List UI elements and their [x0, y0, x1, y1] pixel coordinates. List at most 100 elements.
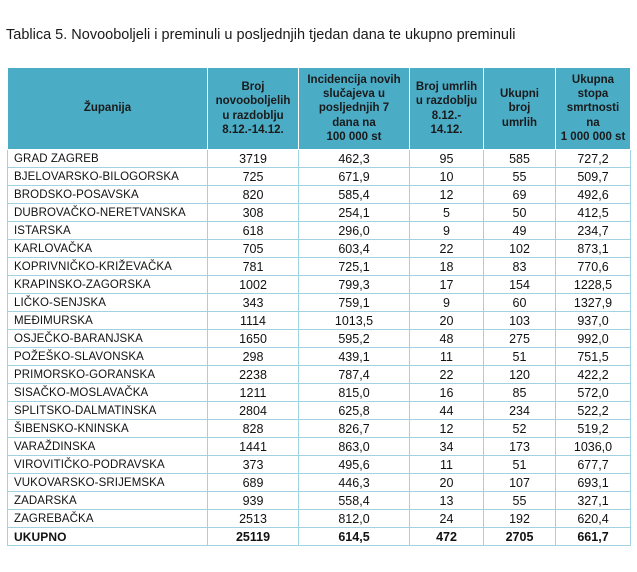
- incidence-cell: 585,4: [298, 185, 410, 204]
- mortality-cell: 873,1: [555, 239, 631, 258]
- incidence-cell: 603,4: [298, 239, 410, 258]
- incidence-cell: 725,1: [298, 257, 410, 276]
- table-row: VUKOVARSKO-SRIJEMSKA 689 446,3 20 107 693,1: [7, 473, 631, 492]
- table-row: MEĐIMURSKA 1114 1013,5 20 103 937,0: [7, 311, 631, 330]
- total-deaths-cell: 55: [483, 167, 556, 186]
- total-deaths-cell: 107: [483, 473, 556, 492]
- incidence-cell: 446,3: [298, 473, 410, 492]
- county-cell: KARLOVAČKA: [7, 239, 208, 258]
- total-deaths-cell: 154: [483, 275, 556, 294]
- deaths-period-cell: 13: [409, 491, 484, 510]
- incidence-cell: 1013,5: [298, 311, 410, 330]
- incidence-cell: 296,0: [298, 221, 410, 240]
- new-cases-cell: 725: [207, 167, 299, 186]
- table-row: ISTARSKA 618 296,0 9 49 234,7: [7, 221, 631, 240]
- new-cases-cell: 25119: [207, 527, 299, 546]
- total-deaths-cell: 103: [483, 311, 556, 330]
- table-row: LIČKO-SENJSKA 343 759,1 9 60 1327,9: [7, 293, 631, 312]
- deaths-period-cell: 18: [409, 257, 484, 276]
- new-cases-cell: 343: [207, 293, 299, 312]
- mortality-cell: 727,2: [555, 149, 631, 168]
- total-deaths-cell: 60: [483, 293, 556, 312]
- incidence-cell: 787,4: [298, 365, 410, 384]
- county-cell: ZAGREBAČKA: [7, 509, 208, 528]
- table-row: PRIMORSKO-GORANSKA 2238 787,4 22 120 422,2: [7, 365, 631, 384]
- county-cell: DUBROVAČKO-NERETVANSKA: [7, 203, 208, 222]
- new-cases-cell: 2513: [207, 509, 299, 528]
- total-deaths-cell: 234: [483, 401, 556, 420]
- mortality-cell: 661,7: [555, 527, 631, 546]
- incidence-cell: 863,0: [298, 437, 410, 456]
- county-cell: UKUPNO: [7, 527, 208, 546]
- county-cell: ŠIBENSKO-KNINSKA: [7, 419, 208, 438]
- header-row: Županija Broj novooboljelih u razdoblju 8.1…: [7, 67, 631, 150]
- incidence-cell: 625,8: [298, 401, 410, 420]
- mortality-cell: 693,1: [555, 473, 631, 492]
- table-row: DUBROVAČKO-NERETVANSKA 308 254,1 5 50 412,5: [7, 203, 631, 222]
- mortality-cell: 572,0: [555, 383, 631, 402]
- new-cases-cell: 828: [207, 419, 299, 438]
- county-cell: BRODSKO-POSAVSKA: [7, 185, 208, 204]
- total-deaths-cell: 585: [483, 149, 556, 168]
- incidence-cell: 254,1: [298, 203, 410, 222]
- mortality-cell: 1036,0: [555, 437, 631, 456]
- deaths-period-cell: 48: [409, 329, 484, 348]
- mortality-cell: 677,7: [555, 455, 631, 474]
- incidence-cell: 495,6: [298, 455, 410, 474]
- mortality-cell: 519,2: [555, 419, 631, 438]
- county-cell: KOPRIVNIČKO-KRIŽEVAČKA: [7, 257, 208, 276]
- incidence-cell: 759,1: [298, 293, 410, 312]
- covid-county-table: Županija Broj novooboljelih u razdoblju 8.1…: [7, 67, 631, 546]
- total-deaths-cell: 83: [483, 257, 556, 276]
- county-cell: OSJEČKO-BARANJSKA: [7, 329, 208, 348]
- new-cases-cell: 308: [207, 203, 299, 222]
- new-cases-cell: 3719: [207, 149, 299, 168]
- total-deaths-cell: 120: [483, 365, 556, 384]
- table-row: GRAD ZAGREB 3719 462,3 95 585 727,2: [7, 149, 631, 168]
- incidence-cell: 826,7: [298, 419, 410, 438]
- total-deaths-cell: 52: [483, 419, 556, 438]
- deaths-period-cell: 11: [409, 455, 484, 474]
- new-cases-cell: 781: [207, 257, 299, 276]
- county-cell: KRAPINSKO-ZAGORSKA: [7, 275, 208, 294]
- new-cases-cell: 618: [207, 221, 299, 240]
- header-total-deaths: Ukupni broj umrlih: [483, 67, 556, 150]
- county-cell: ZADARSKA: [7, 491, 208, 510]
- mortality-cell: 412,5: [555, 203, 631, 222]
- deaths-period-cell: 22: [409, 365, 484, 384]
- table-caption: Tablica 5. Novooboljeli i preminuli u po…: [6, 27, 516, 43]
- mortality-cell: 620,4: [555, 509, 631, 528]
- deaths-period-cell: 44: [409, 401, 484, 420]
- mortality-cell: 1228,5: [555, 275, 631, 294]
- incidence-cell: 812,0: [298, 509, 410, 528]
- table-row: POŽEŠKO-SLAVONSKA 298 439,1 11 51 751,5: [7, 347, 631, 366]
- incidence-cell: 558,4: [298, 491, 410, 510]
- mortality-cell: 751,5: [555, 347, 631, 366]
- mortality-cell: 770,6: [555, 257, 631, 276]
- table-row: KARLOVAČKA 705 603,4 22 102 873,1: [7, 239, 631, 258]
- header-deaths-period: Broj umrlih u razdoblju 8.12.- 14.12.: [409, 67, 484, 150]
- county-cell: SISAČKO-MOSLAVAČKA: [7, 383, 208, 402]
- deaths-period-cell: 17: [409, 275, 484, 294]
- incidence-cell: 595,2: [298, 329, 410, 348]
- new-cases-cell: 705: [207, 239, 299, 258]
- header-county: Županija: [7, 67, 208, 150]
- total-deaths-cell: 55: [483, 491, 556, 510]
- table-row: OSJEČKO-BARANJSKA 1650 595,2 48 275 992,0: [7, 329, 631, 348]
- county-cell: VARAŽDINSKA: [7, 437, 208, 456]
- new-cases-cell: 1441: [207, 437, 299, 456]
- total-deaths-cell: 69: [483, 185, 556, 204]
- table-row: VIROVITIČKO-PODRAVSKA 373 495,6 11 51 677,7: [7, 455, 631, 474]
- county-cell: PRIMORSKO-GORANSKA: [7, 365, 208, 384]
- mortality-cell: 1327,9: [555, 293, 631, 312]
- new-cases-cell: 939: [207, 491, 299, 510]
- new-cases-cell: 373: [207, 455, 299, 474]
- deaths-period-cell: 24: [409, 509, 484, 528]
- mortality-cell: 992,0: [555, 329, 631, 348]
- county-cell: BJELOVARSKO-BILOGORSKA: [7, 167, 208, 186]
- table-row: KRAPINSKO-ZAGORSKA 1002 799,3 17 154 1228,5: [7, 275, 631, 294]
- table-row: SPLITSKO-DALMATINSKA 2804 625,8 44 234 522,2: [7, 401, 631, 420]
- deaths-period-cell: 12: [409, 185, 484, 204]
- table-row: KOPRIVNIČKO-KRIŽEVAČKA 781 725,1 18 83 770,6: [7, 257, 631, 276]
- total-deaths-cell: 51: [483, 455, 556, 474]
